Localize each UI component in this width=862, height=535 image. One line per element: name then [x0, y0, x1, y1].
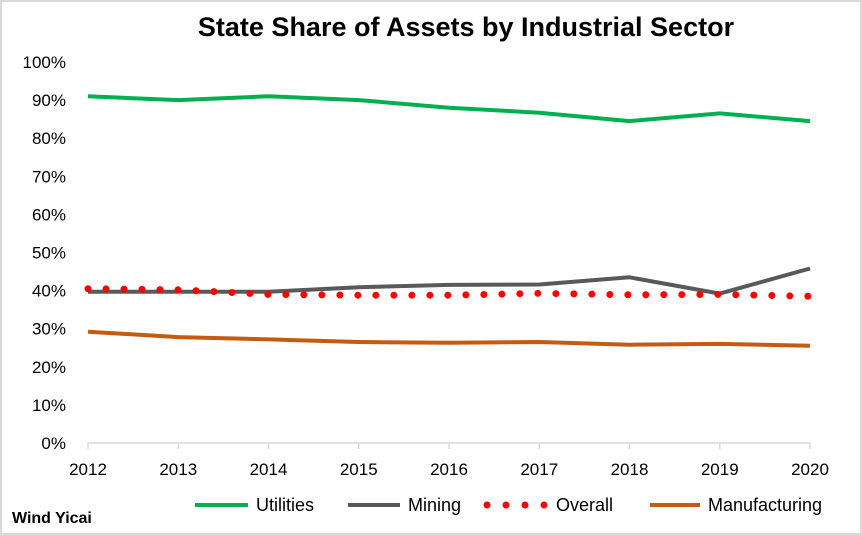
x-tick-label: 2014	[250, 460, 288, 479]
legend-item-utilities: Utilities	[195, 495, 314, 515]
x-tick-label: 2013	[159, 460, 197, 479]
x-tick-label: 2019	[701, 460, 739, 479]
series-layer	[84, 94, 814, 348]
legend-item-mining: Mining	[348, 495, 461, 515]
y-tick-label: 40%	[32, 282, 66, 301]
series-line-manufacturing	[87, 329, 811, 348]
x-tick-label: 2017	[520, 460, 558, 479]
y-tick-label: 90%	[32, 91, 66, 110]
legend-label: Utilities	[256, 495, 314, 515]
y-tick-label: 60%	[32, 205, 66, 224]
y-tick-label: 80%	[32, 129, 66, 148]
x-tick-label: 2015	[340, 460, 378, 479]
legend-label: Mining	[408, 495, 461, 515]
y-tick-label: 100%	[23, 53, 66, 72]
y-tick-label: 50%	[32, 244, 66, 263]
legend-item-manufacturing: Manufacturing	[650, 495, 822, 515]
legend-label: Overall	[556, 495, 613, 515]
legend: Utilities Mining Overall Manufacturing	[195, 495, 822, 515]
x-tick-label: 2016	[430, 460, 468, 479]
series-line-utilities	[87, 94, 811, 124]
legend-item-overall: Overall	[483, 495, 613, 515]
y-tick-label: 10%	[32, 396, 66, 415]
y-tick-label: 30%	[32, 320, 66, 339]
series-line-mining	[88, 266, 811, 296]
y-tick-label: 20%	[32, 358, 66, 377]
axes: 2012 2013 2014 2015 2016 2017 2018 2019 2020 0% 10…	[23, 53, 829, 479]
y-tick-label: 0%	[41, 434, 66, 453]
legend-label: Manufacturing	[708, 495, 822, 515]
x-tick-label: 2012	[69, 460, 107, 479]
y-tick-label: 70%	[32, 167, 66, 186]
x-tick-label: 2018	[611, 460, 649, 479]
source-label: Wind Yicai	[12, 510, 92, 527]
x-tick-label: 2020	[791, 460, 829, 479]
chart-title: State Share of Assets by Industrial Sect…	[198, 12, 735, 42]
series-line-overall	[84, 285, 814, 300]
